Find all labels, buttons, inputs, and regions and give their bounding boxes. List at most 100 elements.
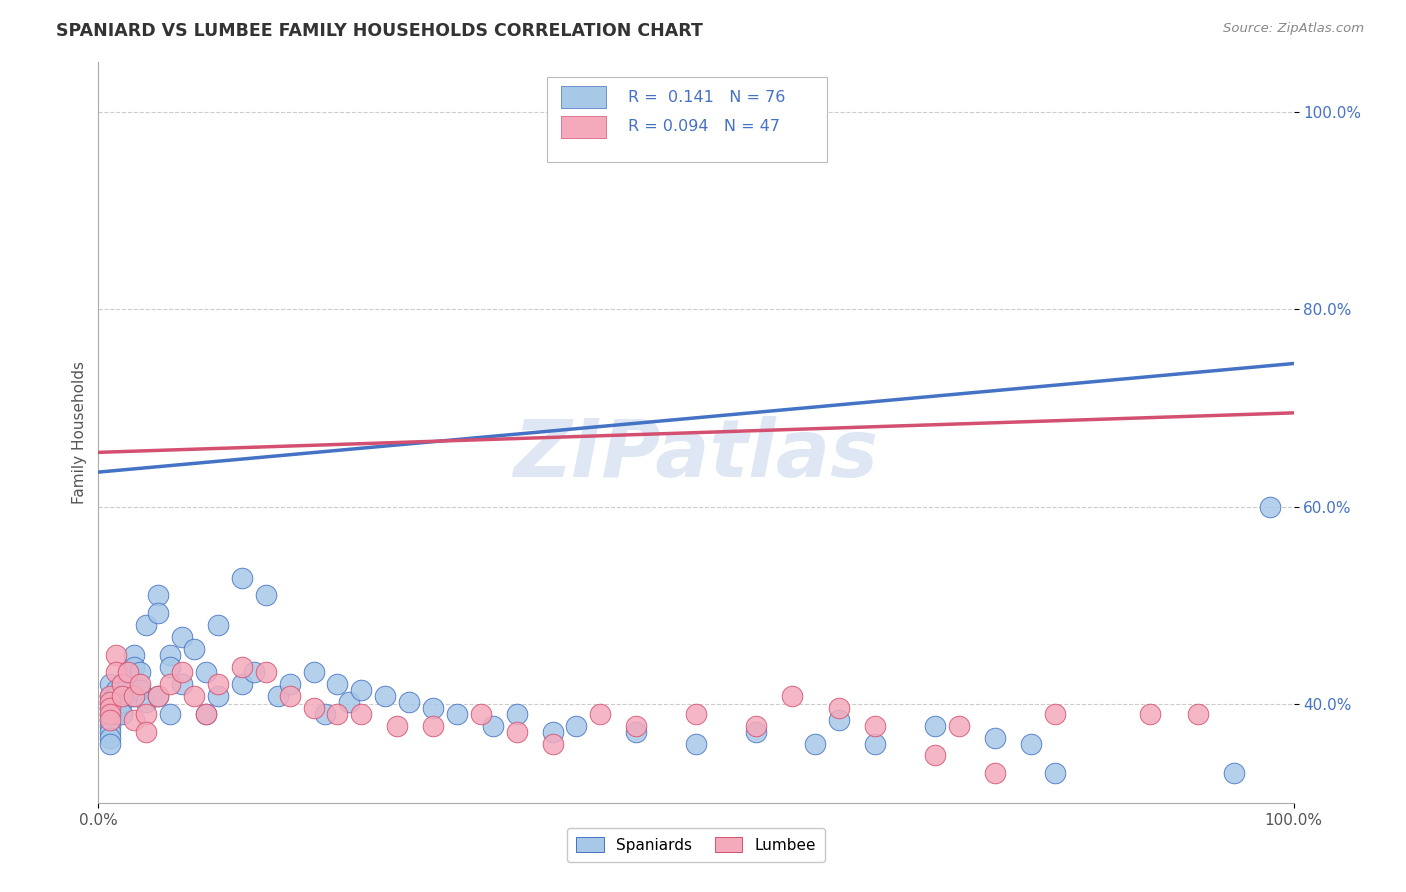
Point <box>111 420 134 434</box>
Point <box>1223 549 1246 563</box>
Y-axis label: Family Households: Family Households <box>72 361 87 504</box>
Text: R =  0.141   N = 76: R = 0.141 N = 76 <box>628 90 785 104</box>
Point <box>302 381 325 395</box>
Point <box>183 342 205 356</box>
Point <box>105 351 128 366</box>
Point <box>98 441 122 455</box>
Point <box>565 470 588 484</box>
Point <box>350 410 373 425</box>
Point <box>685 450 707 465</box>
Point <box>385 470 409 484</box>
Point <box>243 381 266 395</box>
Point <box>98 420 122 434</box>
Point <box>422 470 444 484</box>
Point <box>135 431 157 445</box>
Point <box>98 460 122 475</box>
Point <box>148 420 170 434</box>
Point <box>326 401 349 415</box>
Point <box>124 420 146 434</box>
Point <box>195 381 218 395</box>
Point <box>105 420 128 434</box>
Point <box>541 500 564 514</box>
Point <box>98 431 122 445</box>
Point <box>865 470 887 484</box>
Point <box>148 283 170 297</box>
Point <box>111 401 134 415</box>
Point <box>98 450 122 465</box>
Point <box>172 381 194 395</box>
Point <box>124 371 146 385</box>
FancyBboxPatch shape <box>547 78 827 162</box>
Point <box>207 401 229 415</box>
Text: ZIPatlas: ZIPatlas <box>513 416 879 494</box>
Point <box>984 490 1007 504</box>
Point <box>506 480 529 494</box>
Point <box>278 401 301 415</box>
Point <box>350 450 373 465</box>
Point <box>745 480 768 494</box>
Point <box>135 450 157 465</box>
Point <box>1104 747 1126 761</box>
Point <box>98 500 122 514</box>
Point <box>470 450 492 465</box>
Point <box>129 401 152 415</box>
Point <box>98 470 122 484</box>
Point <box>374 420 396 434</box>
Text: R = 0.094   N = 47: R = 0.094 N = 47 <box>628 120 780 135</box>
Point <box>195 450 218 465</box>
Point <box>105 431 128 445</box>
Point <box>148 420 170 434</box>
Legend: Spaniards, Lumbee: Spaniards, Lumbee <box>567 828 825 862</box>
Point <box>745 470 768 484</box>
Point <box>278 420 301 434</box>
Point <box>98 431 122 445</box>
Point <box>98 420 122 434</box>
Point <box>183 420 205 434</box>
Point <box>117 381 139 395</box>
Point <box>98 450 122 465</box>
Point <box>1139 450 1161 465</box>
Point <box>1163 756 1185 771</box>
Point <box>984 549 1007 563</box>
Point <box>254 381 277 395</box>
Point <box>1258 104 1281 119</box>
Point <box>924 470 946 484</box>
Point <box>231 401 253 415</box>
Point <box>105 441 128 455</box>
Point <box>148 252 170 267</box>
Point <box>865 500 887 514</box>
Point <box>117 381 139 395</box>
Point <box>302 441 325 455</box>
Point <box>1187 766 1209 780</box>
Point <box>1223 716 1246 731</box>
Point <box>159 401 181 415</box>
Point <box>135 302 157 317</box>
Point <box>1139 737 1161 751</box>
Point <box>1019 500 1042 514</box>
Point <box>231 371 253 385</box>
Point <box>481 470 505 484</box>
Point <box>98 460 122 475</box>
Point <box>98 401 122 415</box>
Point <box>780 420 803 434</box>
Point <box>124 351 146 366</box>
Point <box>117 401 139 415</box>
Point <box>1043 450 1066 465</box>
Point <box>124 460 146 475</box>
Point <box>506 450 529 465</box>
Point <box>111 450 134 465</box>
Point <box>446 450 468 465</box>
Point <box>254 252 277 267</box>
Point <box>828 460 851 475</box>
Text: Source: ZipAtlas.com: Source: ZipAtlas.com <box>1223 22 1364 36</box>
Point <box>231 223 253 237</box>
FancyBboxPatch shape <box>561 116 606 138</box>
Point <box>589 450 612 465</box>
Point <box>1187 450 1209 465</box>
Point <box>924 519 946 533</box>
Point <box>422 441 444 455</box>
Point <box>111 420 134 434</box>
Point <box>828 441 851 455</box>
Point <box>105 381 128 395</box>
Text: SPANIARD VS LUMBEE FAMILY HOUSEHOLDS CORRELATION CHART: SPANIARD VS LUMBEE FAMILY HOUSEHOLDS COR… <box>56 22 703 40</box>
